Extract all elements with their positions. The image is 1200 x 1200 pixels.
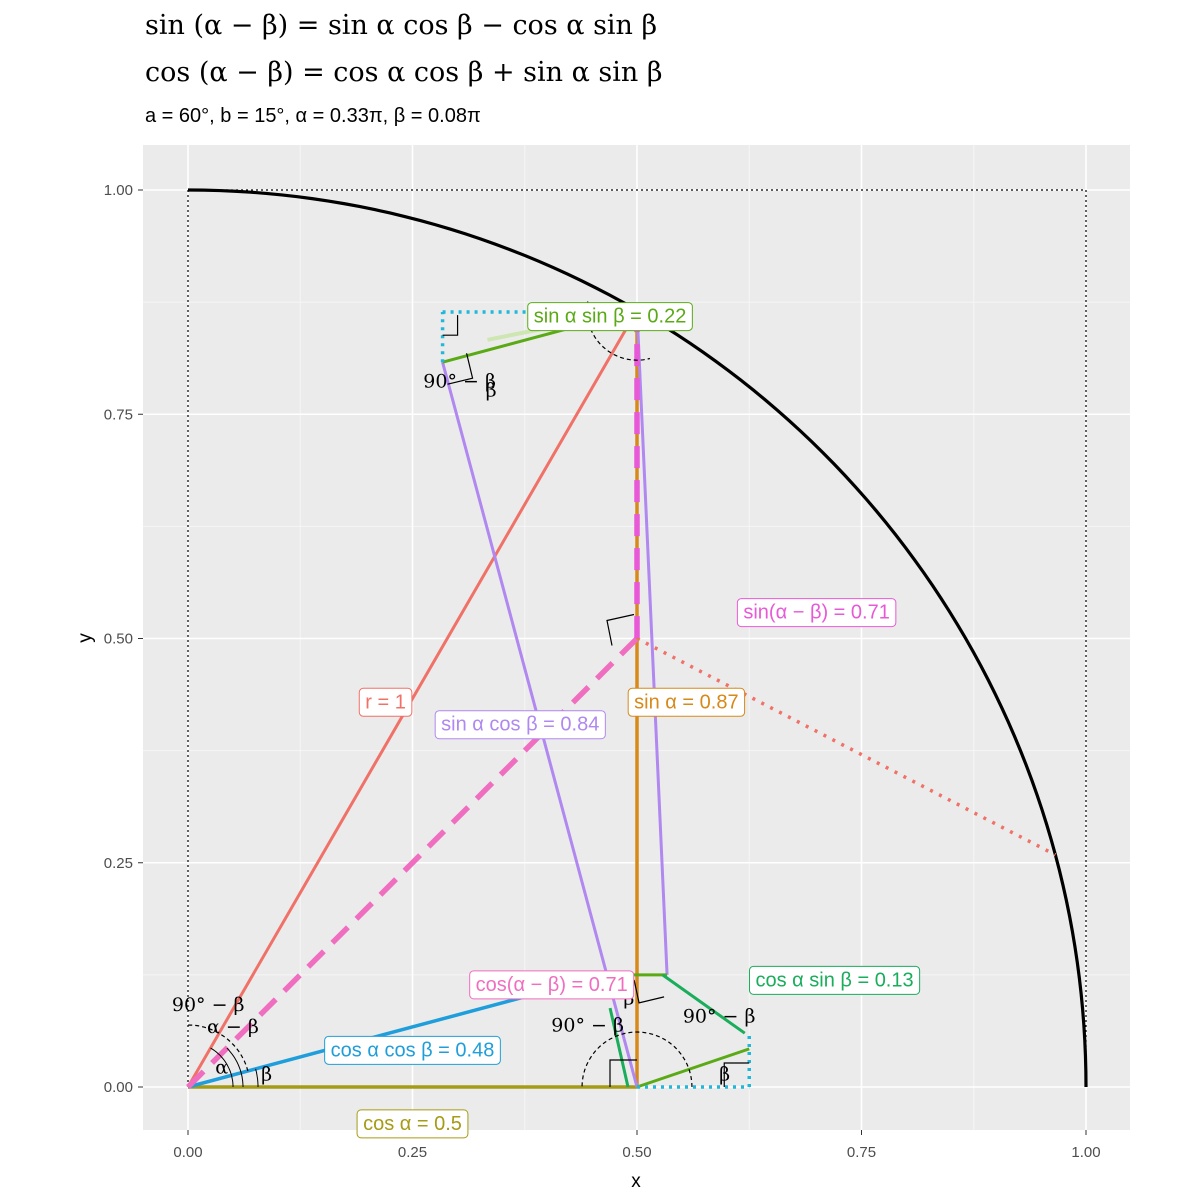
x-tick-label: 1.00 [1071,1144,1100,1161]
radius-line [186,309,639,1088]
value-label-text-5: cos(α − β) = 0.71 [476,974,628,996]
teal-small-segment [608,1007,630,1088]
x-axis-title: x [631,1171,641,1192]
value-label-8: sin α sin β = 0.22 [527,302,693,332]
angle-label-5: β [486,379,497,401]
angle-label-8: 90° − β [683,1005,756,1027]
value-label-7: cos α sin β = 0.13 [748,965,921,995]
value-label-box-2 [356,1109,469,1139]
value-label-6: cos α cos β = 0.48 [324,1035,501,1065]
value-label-box-7 [748,965,921,995]
value-label-box-0 [358,687,413,717]
y-tick-label: 0.50 [104,631,133,648]
cos-alpha-sin-beta-segment [661,973,746,1035]
angle-label-1: α − β [207,1016,259,1038]
value-label-1: sin α = 0.87 [627,687,746,717]
value-label-box-3 [434,710,606,740]
alpha-arc [210,1047,234,1087]
dotted-bounding-box [187,189,1087,1087]
y-axis-title: y [75,633,96,643]
right-angle-corner [442,315,459,336]
formula-sin-title: sin (α − β) = sin α cos β − cos α sin β [145,10,658,41]
parameters-subtitle: a = 60°, b = 15°, α = 0.33π, β = 0.08π [145,105,481,127]
green-bottom-segment [636,1047,750,1089]
formula-cos-title: cos (α − β) = cos α cos β + sin α sin β [145,57,663,88]
value-label-0: r = 1 [358,687,413,717]
value-label-box-4 [736,598,897,628]
y-tick-label: 0.25 [104,855,133,872]
value-label-text-6: cos α cos β = 0.48 [331,1039,495,1061]
value-label-2: cos α = 0.5 [356,1109,469,1139]
beta-arc [255,1068,259,1087]
value-label-box-5 [469,970,635,1000]
beta-extension-dotted [636,636,1057,857]
value-label-text-0: r = 1 [365,691,406,713]
y-tick-label: 1.00 [104,182,133,199]
value-label-text-7: cos α sin β = 0.13 [755,969,913,991]
value-label-3: sin α cos β = 0.84 [434,710,606,740]
y-tick-label: 0.00 [104,1079,133,1096]
angle-label-4: 90° − β [423,370,496,392]
value-label-box-1 [627,687,746,717]
x-tick-label: 0.75 [847,1144,876,1161]
value-label-box-6 [324,1035,501,1065]
angle-label-0: 90° − β [172,994,245,1016]
bottom-half-arc [581,1031,693,1088]
value-label-5: cos(α − β) = 0.71 [469,970,635,1000]
value-label-text-3: sin α cos β = 0.84 [441,714,599,736]
sin-alpha-cos-beta-right [635,310,669,975]
right-angle-base [609,1059,637,1087]
right-angle-upper-right [606,613,635,646]
right-angle-bottom-right [723,1062,750,1087]
angle-label-2: α [215,1057,228,1079]
value-label-text-8: sin α sin β = 0.22 [534,306,687,328]
value-label-text-1: sin α = 0.87 [634,691,738,713]
angle-label-3: β [261,1064,272,1086]
value-label-4: sin(α − β) = 0.71 [736,598,897,628]
y-tick-label: 0.75 [104,406,133,423]
right-angle-mid-right [633,979,665,1004]
x-tick-label: 0.25 [398,1144,427,1161]
angle-label-9: β [719,1064,730,1086]
angle-label-7: 90° − β [551,1014,624,1036]
value-label-text-2: cos α = 0.5 [363,1113,462,1135]
alpha-minus-beta-arc [226,1047,244,1087]
value-label-box-8 [527,302,693,332]
right-angle-top-left [447,353,474,385]
x-tick-label: 0.00 [173,1144,202,1161]
value-label-text-4: sin(α − β) = 0.71 [743,602,889,624]
x-tick-label: 0.50 [622,1144,651,1161]
